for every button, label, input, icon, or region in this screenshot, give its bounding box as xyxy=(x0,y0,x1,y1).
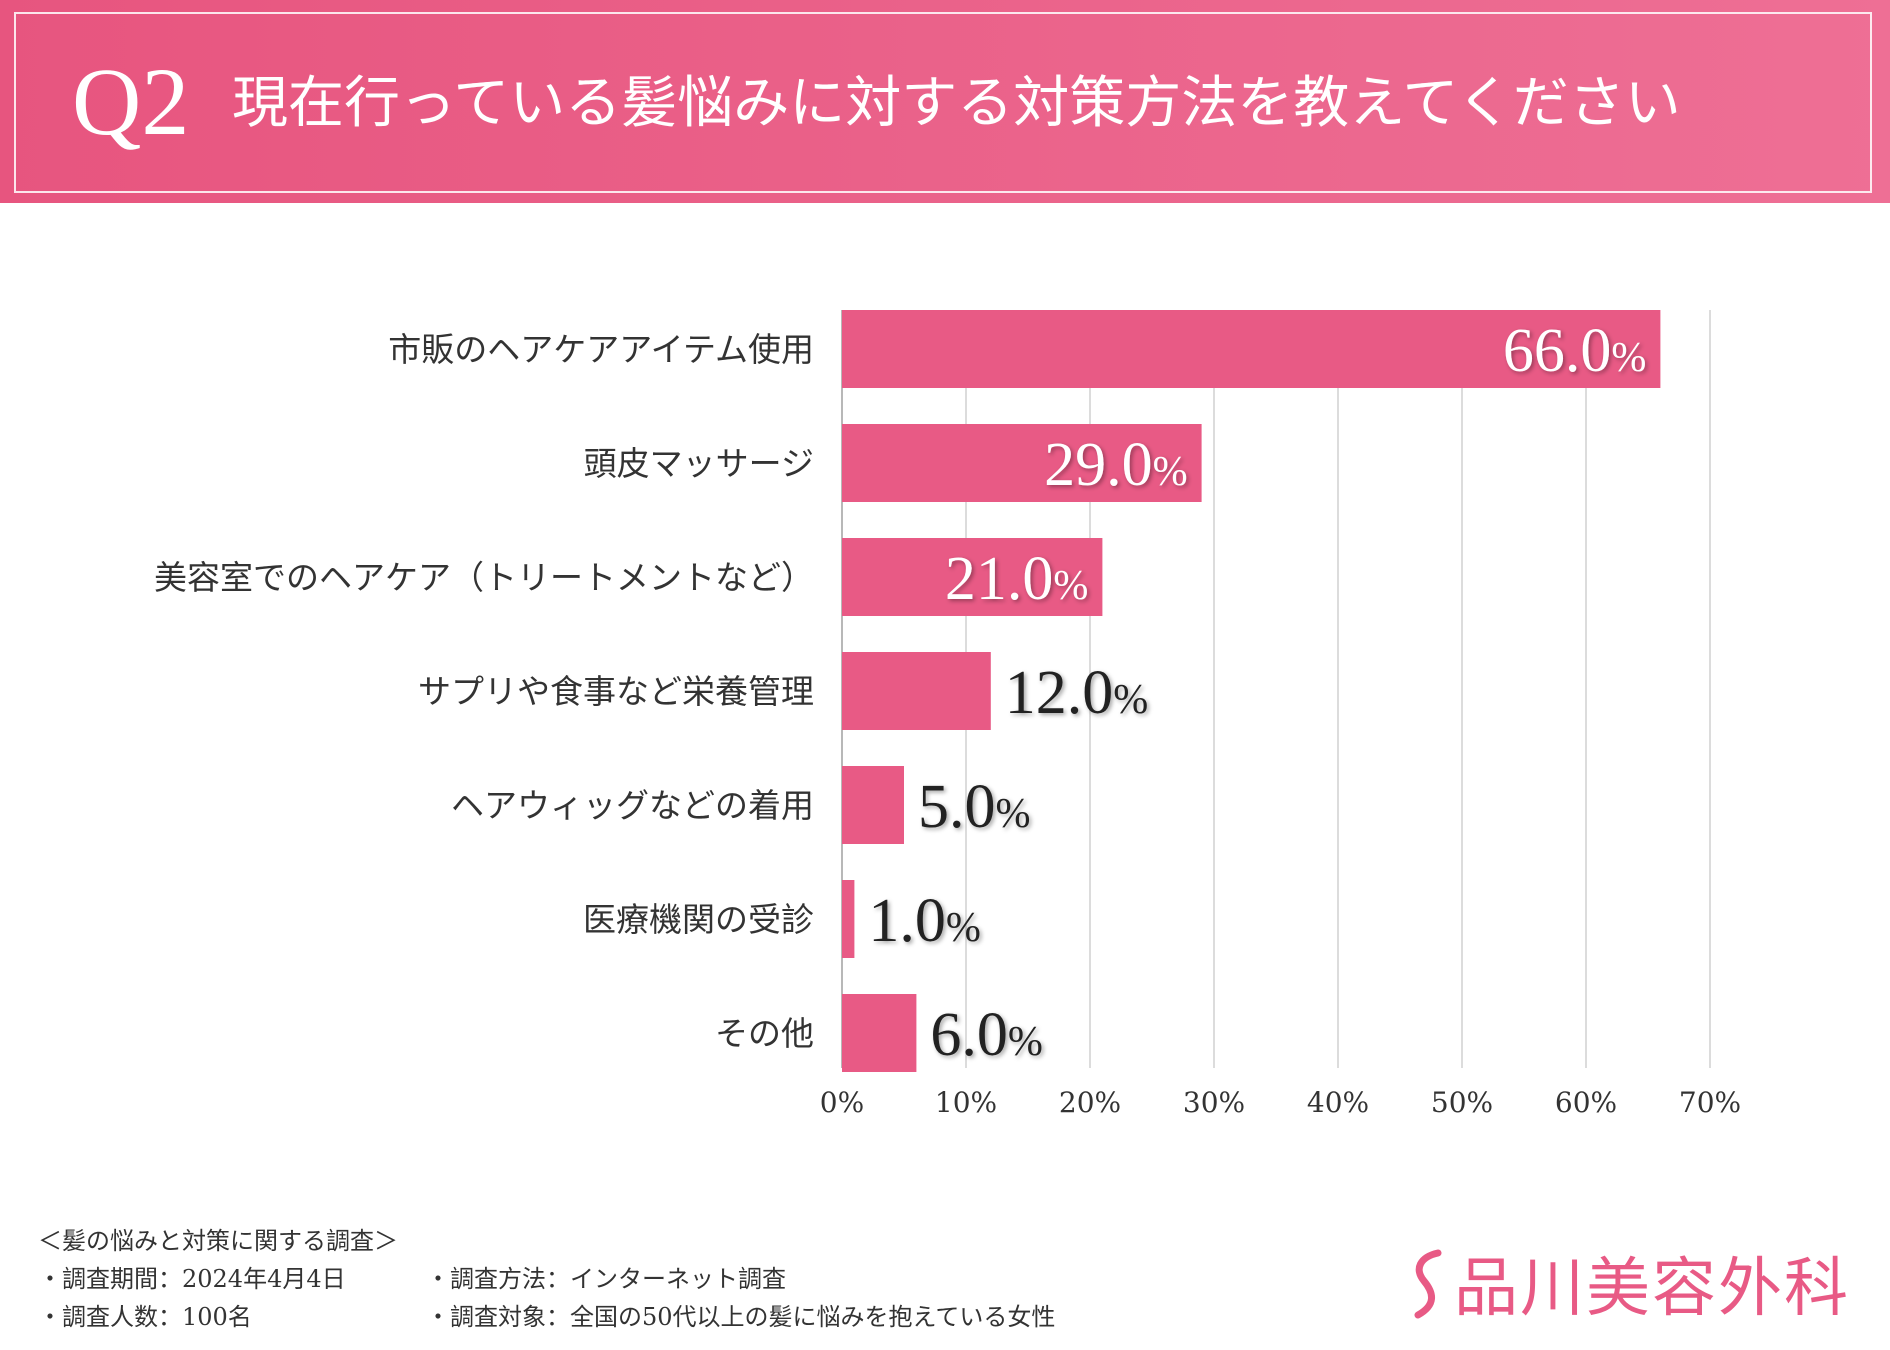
x-tick-label: 20% xyxy=(1059,1086,1121,1119)
category-label: 医療機関の受診 xyxy=(583,900,814,939)
data-label: 5.0% xyxy=(918,773,1031,841)
header-banner: Q2 現在行っている髪悩みに対する対策方法を教えてください xyxy=(0,0,1890,203)
category-label: サプリや食事など栄養管理 xyxy=(418,672,814,711)
data-label: 66.0% xyxy=(1503,317,1647,385)
brand-logo: 品川美容外科 xyxy=(1410,1238,1870,1328)
survey-period: ・調査期間：2024年4月4日 xyxy=(38,1265,346,1293)
bar xyxy=(842,652,991,730)
survey-method: ・調査方法：インターネット調査 xyxy=(426,1265,786,1293)
question-title: 現在行っている髪悩みに対する対策方法を教えてください xyxy=(232,71,1681,136)
bar xyxy=(842,994,917,1072)
chart-labels: 0% 10% 20% 30% 40% 50% 60% 70% 市販のヘアケアアイテム使用 66.0… xyxy=(154,317,1741,1119)
data-label: 1.0% xyxy=(868,887,981,955)
x-tick-label: 70% xyxy=(1679,1086,1741,1119)
chart-bars xyxy=(842,310,1661,1072)
x-tick-label: 10% xyxy=(935,1086,997,1119)
data-label: 6.0% xyxy=(930,1001,1043,1069)
bar xyxy=(842,424,1202,502)
data-label: 12.0% xyxy=(1005,659,1149,727)
category-label: 市販のヘアケアアイテム使用 xyxy=(388,330,814,369)
bar-chart: 0% 10% 20% 30% 40% 50% 60% 70% 市販のヘアケアアイテム使用 66.0… xyxy=(154,310,1741,1119)
survey-row-1: ・調査期間：2024年4月4日 ・調査方法：インターネット調査 xyxy=(38,1260,1338,1298)
logo-s-mark-icon xyxy=(1414,1249,1442,1319)
x-tick-label: 0% xyxy=(820,1086,864,1119)
category-label: 美容室でのヘアケア（トリートメントなど） xyxy=(154,558,814,597)
data-label: 29.0% xyxy=(1044,431,1188,499)
data-label: 21.0% xyxy=(945,545,1089,613)
x-tick-label: 60% xyxy=(1555,1086,1617,1119)
survey-respondents: ・調査人数：100名 xyxy=(38,1303,252,1331)
bar xyxy=(842,766,904,844)
bar xyxy=(842,880,855,958)
logo-text: 品川美容外科 xyxy=(1454,1252,1850,1326)
survey-row-2: ・調査人数：100名 ・調査対象：全国の50代以上の髪に悩みを抱えている女性 xyxy=(38,1298,1338,1336)
bar xyxy=(842,538,1103,616)
survey-target: ・調査対象：全国の50代以上の髪に悩みを抱えている女性 xyxy=(426,1303,1056,1331)
category-label: 頭皮マッサージ xyxy=(584,444,814,483)
x-tick-label: 40% xyxy=(1307,1086,1369,1119)
category-label: その他 xyxy=(715,1014,814,1053)
survey-info: ＜髪の悩みと対策に関する調査＞ ・調査期間：2024年4月4日 ・調査方法：イン… xyxy=(38,1222,1338,1336)
header-frame xyxy=(14,12,1872,193)
survey-title: ＜髪の悩みと対策に関する調査＞ xyxy=(38,1227,398,1255)
category-label: ヘアウィッグなどの着用 xyxy=(451,786,814,825)
x-tick-label: 50% xyxy=(1431,1086,1493,1119)
bar xyxy=(842,310,1661,388)
question-number: Q2 xyxy=(72,48,190,155)
x-tick-label: 30% xyxy=(1183,1086,1245,1119)
